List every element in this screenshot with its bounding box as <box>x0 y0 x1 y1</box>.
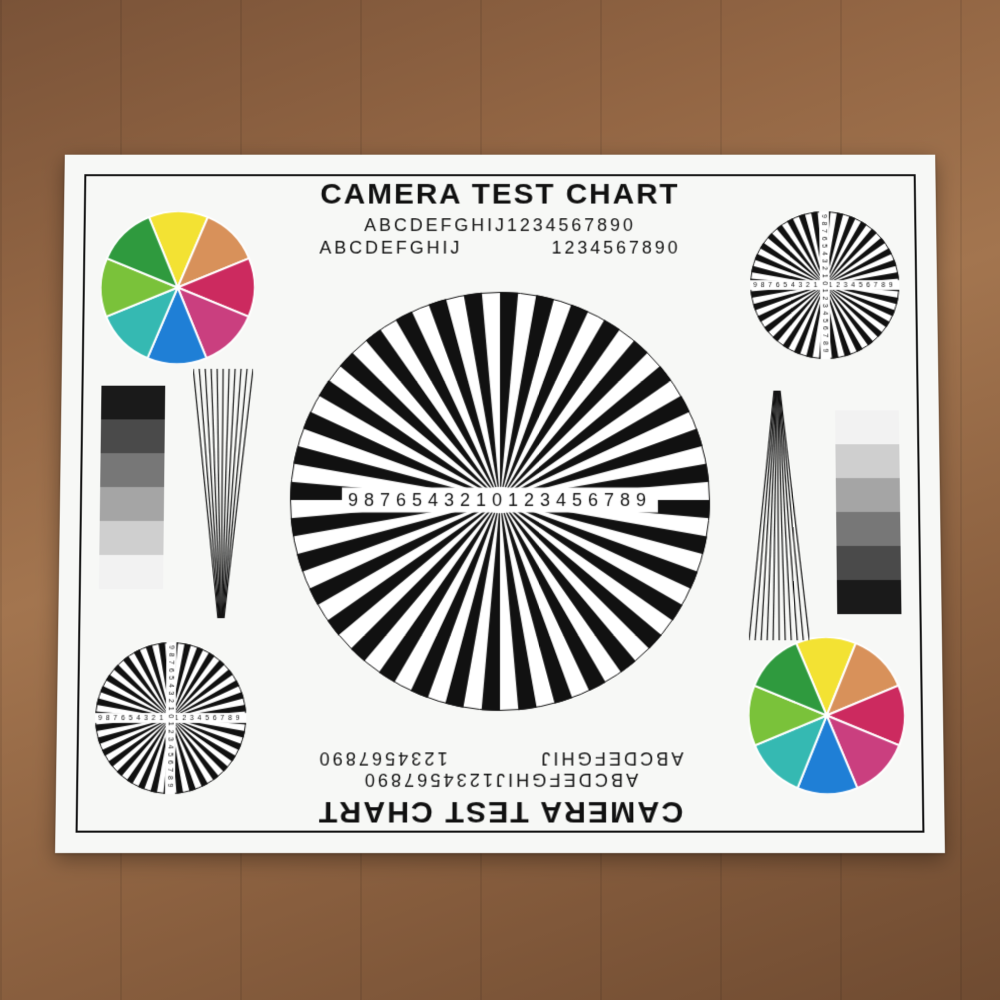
gray-swatch <box>99 521 163 555</box>
siemens-star-bottom-left: 98765432101234567899876543210123456789 <box>94 642 247 794</box>
gray-swatch <box>836 478 900 512</box>
grayscale-strip-right <box>835 410 901 614</box>
gray-swatch <box>835 444 899 478</box>
gray-swatch <box>837 580 902 614</box>
line-fan-right <box>747 391 809 641</box>
gray-swatch <box>100 487 164 521</box>
grayscale-strip-left <box>99 386 165 589</box>
chart-title-top: CAMERA TEST CHART <box>64 178 936 211</box>
gray-swatch <box>99 555 164 589</box>
gray-swatch <box>101 386 165 420</box>
gray-swatch <box>100 453 164 487</box>
test-chart-sheet: CAMERA TEST CHART CAMERA TEST CHART ABCD… <box>55 155 945 853</box>
svg-text:9876543210123456789: 9876543210123456789 <box>820 214 828 356</box>
color-wheel-top-left <box>100 211 256 364</box>
line-fan-left <box>191 369 253 618</box>
gray-swatch <box>101 419 165 453</box>
chart-title-bottom: CAMERA TEST CHART <box>55 794 944 829</box>
color-wheel-bottom-right <box>748 637 906 794</box>
gray-swatch <box>836 512 900 546</box>
gray-swatch <box>836 546 901 580</box>
gray-swatch <box>835 410 899 444</box>
siemens-star-top-right: 98765432101234567899876543210123456789 <box>750 211 901 359</box>
center-number-strip: 9876543210123456789 <box>342 488 658 513</box>
